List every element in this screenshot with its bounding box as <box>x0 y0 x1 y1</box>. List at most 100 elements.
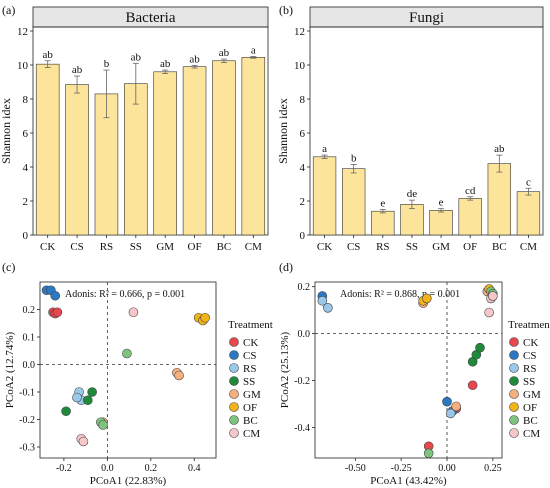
point-BC <box>122 348 132 359</box>
y-tick-label: 10 <box>294 60 306 72</box>
legend-title: Treatment <box>228 319 273 331</box>
point-RS <box>445 408 456 419</box>
bar-CM <box>516 191 541 236</box>
point-CM <box>484 307 494 318</box>
legend-label: CS <box>243 350 256 362</box>
significance-letter: b <box>351 152 357 164</box>
y-tick-label: 0.0 <box>298 329 311 340</box>
x-tick-label: CM <box>245 241 262 253</box>
significance-letter: e <box>380 198 385 210</box>
x-tick-label: CS <box>70 241 83 253</box>
bar-CK <box>312 156 337 236</box>
legend-label: RS <box>523 363 536 375</box>
y-axis-label: Shannon idex <box>0 98 13 164</box>
y-tick-label: 12 <box>17 26 28 38</box>
panel-label: (d) <box>279 260 293 274</box>
point-GM <box>174 370 184 381</box>
point-RS <box>72 392 82 403</box>
point-RS <box>323 303 333 313</box>
y-tick-label: 12 <box>294 26 305 38</box>
x-tick-label: RS <box>376 241 389 253</box>
legend-label: BC <box>243 415 258 427</box>
point-SS <box>83 395 93 406</box>
legend-swatch-CM <box>509 428 519 438</box>
bar-GM <box>153 71 177 236</box>
x-tick-label: OF <box>188 241 202 253</box>
legend-label: BC <box>523 415 538 427</box>
bar-SS <box>124 83 148 236</box>
plot-frame <box>32 26 269 236</box>
y-tick-label: 0.2 <box>298 282 311 293</box>
legend-label: CK <box>523 337 538 349</box>
y-tick-label: 6 <box>300 128 306 140</box>
point-BC <box>423 448 434 459</box>
y-tick-label: -0.4 <box>294 423 310 434</box>
legend-swatch-OF <box>229 402 239 412</box>
significance-letter: ab <box>72 64 83 76</box>
y-tick-label: -0.2 <box>294 376 310 387</box>
point-RS <box>317 295 328 306</box>
x-axis-label: PCoA1 (43.42%) <box>370 475 447 487</box>
significance-letter: ab <box>131 51 142 63</box>
adonis-annotation: Adonis: R² = 0.868, p = 0.001 <box>340 289 460 300</box>
bar-BC <box>487 163 511 236</box>
y-tick-label: 8 <box>23 94 29 106</box>
y-tick-label: -0.2 <box>19 415 35 426</box>
pcoa-scatter-fungi: (d) -0.50 -0.25 0.00 0.25 -0.4 -0.2 0.0 0.2 PCoA1… <box>279 260 550 487</box>
x-tick-label: 0.00 <box>438 463 456 474</box>
bar-BC <box>212 60 236 236</box>
x-tick-label: CM <box>520 241 537 253</box>
x-tick-label: 0.25 <box>484 463 502 474</box>
bar-CS <box>65 84 89 236</box>
y-tick-label: 2 <box>300 196 306 208</box>
y-tick-label: 0 <box>23 230 29 242</box>
y-axis-label: Shannon idex <box>276 98 290 164</box>
y-tick-label: 0.2 <box>23 305 36 316</box>
x-tick-label: SS <box>130 241 142 253</box>
panel-label: (a) <box>2 3 15 17</box>
y-tick-label: 4 <box>300 162 306 174</box>
panel-label: (b) <box>279 3 293 17</box>
legend-swatch-RS <box>229 363 239 373</box>
bar-RS <box>371 210 395 236</box>
pcoa-scatter-bacteria: (c)-0.2 0.0 0.2 0.4-0.3-0.2-0.10.00.10.2PCo… <box>2 260 273 487</box>
legend-label: SS <box>523 376 535 388</box>
point-GM <box>451 401 461 412</box>
legend-label: CM <box>243 428 260 440</box>
legend-swatch-BC <box>509 415 519 425</box>
significance-letter: ab <box>189 53 200 65</box>
bar-chart-fungi: Fungi (b) 0 2 4 6 8 10 12 Shannon idex a CK b CS e RS de… <box>276 3 544 253</box>
x-tick-label: CS <box>347 241 360 253</box>
legend-label: GM <box>523 389 541 401</box>
x-tick-label: GM <box>432 241 450 253</box>
legend-swatch-CS <box>229 350 239 360</box>
significance-letter: c <box>526 176 531 188</box>
point-CM <box>78 436 89 447</box>
legend-swatch-RS <box>509 363 519 373</box>
panel-title: Bacteria <box>126 10 176 26</box>
x-tick-label: RS <box>100 241 113 253</box>
significance-letter: a <box>251 45 256 57</box>
legend-title: Treatment <box>508 319 550 331</box>
legend-swatch-GM <box>229 389 239 399</box>
x-tick-label: 0.2 <box>145 463 158 474</box>
legend-label: SS <box>243 376 255 388</box>
panel-title: Fungi <box>409 10 444 26</box>
plot-frame <box>39 281 217 459</box>
y-tick-label: -0.3 <box>19 443 35 454</box>
legend-label: CK <box>243 337 258 349</box>
x-tick-label: GM <box>156 241 174 253</box>
y-tick-label: -0.1 <box>19 388 35 399</box>
x-tick-label: -0.25 <box>391 463 412 474</box>
y-tick-label: 6 <box>23 128 29 140</box>
point-BC <box>98 420 108 430</box>
legend-label: RS <box>243 363 256 375</box>
x-tick-label: SS <box>406 241 418 253</box>
point-CS <box>442 396 452 407</box>
point-SS <box>87 387 97 397</box>
y-axis-label: PCoA2 (25.13%) <box>279 331 291 408</box>
plot-frame <box>309 26 544 236</box>
adonis-annotation: Adonis: R² = 0.666, p = 0.001 <box>65 289 185 300</box>
